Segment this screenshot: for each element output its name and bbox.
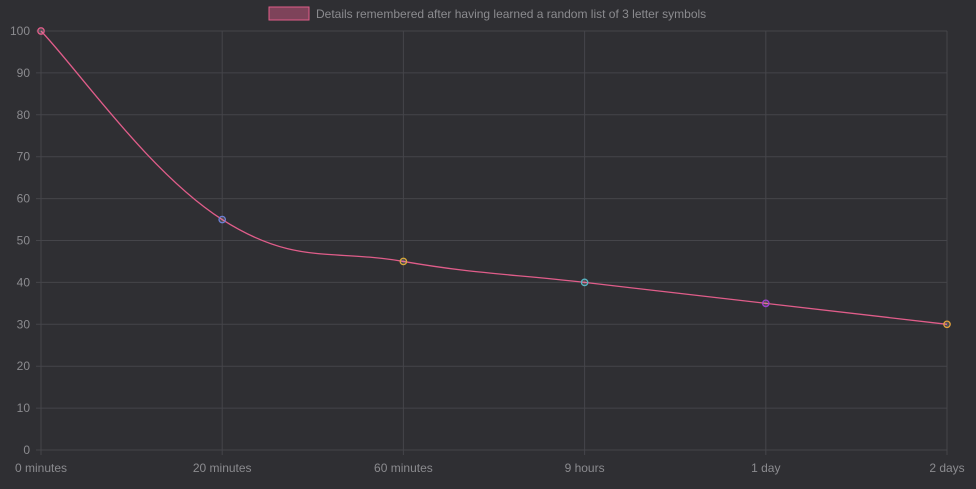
- data-point[interactable]: [399, 257, 408, 266]
- data-points: [37, 27, 951, 329]
- y-tick-label: 0: [23, 443, 30, 457]
- y-tick-label: 70: [17, 150, 31, 164]
- y-axis: 0 10 20 30 40 50 60 70 80 90 100: [10, 24, 30, 457]
- data-point[interactable]: [37, 27, 45, 35]
- y-tick-label: 50: [17, 234, 31, 248]
- y-tick-label: 90: [17, 66, 31, 80]
- x-tick-label: 2 days: [929, 461, 964, 475]
- legend[interactable]: Details remembered after having learned …: [268, 6, 706, 21]
- data-point[interactable]: [580, 278, 589, 287]
- y-tick-label: 40: [17, 275, 31, 289]
- x-tick-label: 9 hours: [565, 461, 605, 475]
- y-tick-label: 60: [17, 192, 31, 206]
- y-tick-label: 30: [17, 317, 31, 331]
- series-line: [40, 30, 948, 325]
- grid-lines: [36, 30, 948, 455]
- x-tick-label: 60 minutes: [374, 461, 433, 475]
- data-point[interactable]: [943, 320, 951, 329]
- data-point[interactable]: [761, 299, 770, 308]
- legend-label[interactable]: Details remembered after having learned …: [316, 7, 706, 21]
- x-tick-label: 1 day: [751, 461, 780, 475]
- data-point[interactable]: [218, 215, 227, 224]
- y-tick-label: 100: [10, 24, 30, 38]
- y-tick-label: 10: [17, 401, 31, 415]
- y-tick-label: 20: [17, 359, 31, 373]
- x-axis: 0 minutes 20 minutes 60 minutes 9 hours 1 da…: [15, 461, 965, 475]
- legend-swatch[interactable]: [268, 6, 310, 21]
- y-tick-label: 80: [17, 108, 31, 122]
- x-tick-label: 20 minutes: [193, 461, 252, 475]
- x-tick-label: 0 minutes: [15, 461, 67, 475]
